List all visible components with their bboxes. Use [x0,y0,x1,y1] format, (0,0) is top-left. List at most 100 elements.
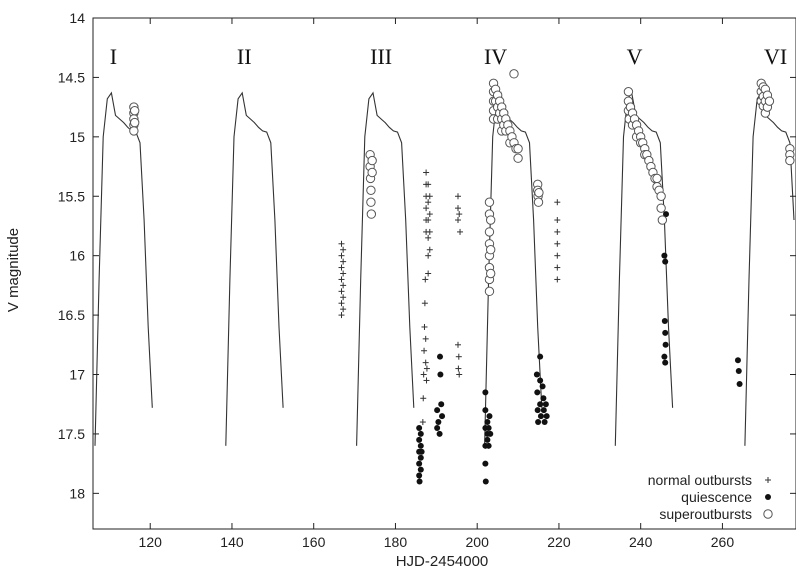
plot-area: I II III IV V VI [92,17,796,530]
y-tick-label: 17 [69,367,85,383]
data-point [416,424,423,431]
model-curve-1 [94,91,153,446]
data-point [421,323,428,330]
data-point [657,215,668,225]
data-point [425,217,432,224]
y-tick-label: 15.5 [58,188,85,204]
data-point [764,96,775,106]
data-point [418,448,425,455]
data-point [457,228,464,235]
data-point [417,454,424,461]
axis-ticks: 120 140 160 180 200 220 240 260 14 14.5 15 15.5 16 16… [58,10,796,550]
data-point [366,185,376,196]
data-point [416,472,423,479]
data-point [416,478,423,485]
series-quiescence [416,211,743,485]
x-tick-label: 260 [711,534,735,550]
legend-marker-quiescence [765,494,771,500]
data-point [338,312,345,319]
data-point [542,401,549,408]
data-point [539,383,546,390]
data-point [426,193,433,200]
data-point [509,69,519,79]
data-point [663,211,670,218]
data-point [554,276,561,283]
data-point [367,155,377,166]
data-point [437,353,444,360]
data-point [661,318,668,325]
data-point [533,197,544,207]
model-curve-4 [484,91,543,446]
data-point [340,306,347,313]
data-point [338,276,345,283]
data-point [129,117,140,128]
legend-markers [763,477,773,519]
x-tick-label: 200 [466,534,490,550]
data-point [533,371,540,378]
data-point [484,197,495,207]
y-tick-label: 14 [69,10,85,26]
data-point [537,377,544,384]
data-point [416,436,423,443]
data-point [426,228,433,235]
data-point [417,442,424,449]
y-tick-label: 16 [69,248,85,264]
data-point [513,153,523,163]
data-point [421,347,428,354]
superoutburst-label: V [627,44,643,69]
data-point [554,252,561,259]
data-point [438,401,445,408]
data-point [426,211,433,218]
data-point [423,377,430,384]
data-point [662,258,669,265]
data-point [513,144,523,154]
y-axis-title: V magnitude [5,228,22,312]
series-normal-outbursts [338,169,561,426]
data-point [417,466,424,473]
y-tick-label: 17.5 [58,426,85,442]
data-point [434,407,441,414]
legend-label-quiescence: quiescence [681,489,752,505]
data-point [423,365,430,372]
data-point [537,413,544,420]
data-point [421,300,428,307]
data-point [422,359,429,366]
data-point [456,371,463,378]
data-point [437,371,444,378]
data-point [425,270,432,277]
data-point [338,288,345,295]
data-point [338,240,345,247]
data-point [425,199,432,206]
data-point [534,407,541,414]
x-axis-title: HJD-2454000 [396,553,489,570]
data-point [652,173,662,184]
model-curve-2 [225,91,284,446]
data-point [366,197,376,207]
data-point [455,353,462,360]
data-point [661,353,668,360]
superoutburst-label: IV [484,44,507,69]
x-tick-label: 240 [629,534,653,550]
data-point [436,430,443,437]
x-tick-label: 220 [547,534,571,550]
data-point [338,300,345,307]
data-point [340,270,347,277]
data-point [454,205,461,212]
data-point [340,294,347,301]
data-point [484,227,495,237]
data-point [426,246,433,253]
data-point [425,252,432,259]
data-point [482,407,489,414]
data-point [785,155,795,166]
data-point [534,187,544,198]
data-point [425,181,432,188]
data-point [485,268,496,279]
data-point [543,413,550,420]
data-point [340,282,347,289]
y-tick-label: 14.5 [58,69,85,85]
data-point [439,413,446,420]
legend: normal outbursts quiescence superoutburs… [648,472,773,522]
data-point [420,395,427,402]
data-point [417,430,424,437]
